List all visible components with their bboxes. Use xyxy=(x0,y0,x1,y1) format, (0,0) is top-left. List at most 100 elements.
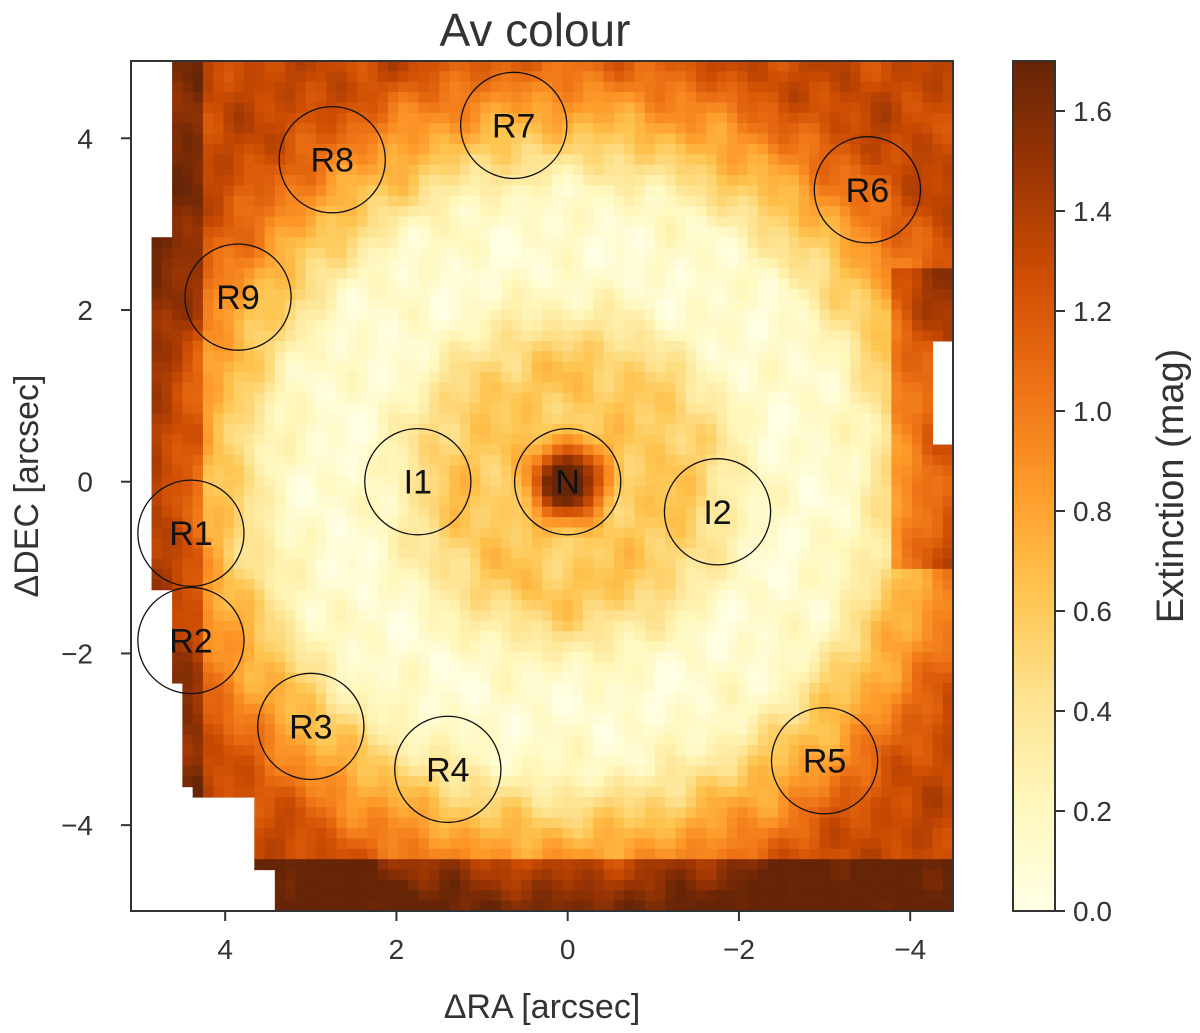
heatmap-cell xyxy=(367,154,379,166)
heatmap-cell xyxy=(315,693,327,705)
heatmap-cell xyxy=(665,278,677,290)
heatmap-cell xyxy=(315,226,327,238)
heatmap-cell xyxy=(274,475,286,487)
heatmap-cell xyxy=(295,330,307,342)
heatmap-cell xyxy=(202,641,214,653)
heatmap-cell xyxy=(788,403,800,415)
heatmap-cell xyxy=(459,682,471,694)
heatmap-cell xyxy=(726,620,738,632)
heatmap-cell xyxy=(829,164,841,176)
heatmap-cell xyxy=(172,568,183,580)
heatmap-cell xyxy=(161,568,173,580)
heatmap-cell xyxy=(542,371,553,383)
heatmap-cell xyxy=(583,123,594,135)
heatmap-cell xyxy=(819,185,831,197)
heatmap-cell xyxy=(706,579,718,591)
heatmap-cell xyxy=(357,112,368,124)
heatmap-cell xyxy=(439,289,451,301)
heatmap-cell xyxy=(634,340,646,352)
heatmap-cell xyxy=(521,81,533,93)
heatmap-cell xyxy=(593,392,605,404)
heatmap-cell xyxy=(202,154,214,166)
heatmap-cell xyxy=(747,444,759,456)
heatmap-cell xyxy=(562,423,574,435)
heatmap-cell xyxy=(768,434,779,446)
heatmap-cell xyxy=(788,444,800,456)
heatmap-cell xyxy=(768,206,779,218)
heatmap-cell xyxy=(285,579,296,591)
heatmap-cell xyxy=(624,226,636,238)
heatmap-cell xyxy=(552,537,564,549)
heatmap-cell xyxy=(418,682,430,694)
heatmap-cell xyxy=(377,579,389,591)
heatmap-cell xyxy=(613,537,625,549)
heatmap-cell xyxy=(490,226,502,238)
heatmap-cell xyxy=(511,268,523,280)
heatmap-cell xyxy=(757,81,769,93)
heatmap-cell xyxy=(685,434,697,446)
heatmap-cell xyxy=(788,714,800,726)
heatmap-cell xyxy=(583,475,594,487)
heatmap-cell xyxy=(819,81,831,93)
heatmap-cell xyxy=(244,610,255,622)
heatmap-cell xyxy=(305,496,317,508)
heatmap-cell xyxy=(901,672,913,684)
heatmap-cell xyxy=(480,92,492,104)
heatmap-cell xyxy=(377,403,389,415)
heatmap-cell xyxy=(829,175,841,186)
heatmap-cell xyxy=(634,475,646,487)
heatmap-cell xyxy=(274,413,286,425)
heatmap-cell xyxy=(583,320,594,332)
heatmap-cell xyxy=(480,278,492,290)
heatmap-cell xyxy=(285,164,296,176)
heatmap-cell xyxy=(264,496,276,508)
heatmap-cell xyxy=(583,579,594,591)
heatmap-cell xyxy=(254,392,266,404)
heatmap-cell xyxy=(521,693,533,705)
heatmap-cell xyxy=(768,662,779,674)
heatmap-cell xyxy=(819,320,831,332)
heatmap-cell xyxy=(665,237,677,249)
heatmap-cell xyxy=(562,143,574,155)
heatmap-cell xyxy=(911,631,923,643)
heatmap-cell xyxy=(747,382,759,394)
heatmap-cell xyxy=(932,289,944,301)
heatmap-cell xyxy=(326,527,338,539)
heatmap-cell xyxy=(490,423,502,435)
heatmap-cell xyxy=(655,600,666,611)
heatmap-cell xyxy=(244,320,255,332)
heatmap-cell xyxy=(809,579,821,591)
heatmap-cell xyxy=(860,123,872,135)
heatmap-cell xyxy=(408,714,420,726)
heatmap-cell xyxy=(387,81,399,93)
heatmap-cell xyxy=(521,216,533,228)
heatmap-cell xyxy=(788,506,800,518)
heatmap-cell xyxy=(675,81,687,93)
heatmap-cell xyxy=(768,682,779,694)
heatmap-cell xyxy=(213,299,225,311)
heatmap-cell xyxy=(274,123,286,135)
heatmap-cell xyxy=(357,506,368,518)
heatmap-cell xyxy=(315,517,327,529)
heatmap-cell xyxy=(428,154,440,166)
heatmap-cell xyxy=(922,475,934,487)
heatmap-cell xyxy=(737,309,749,321)
heatmap-cell xyxy=(665,579,677,591)
heatmap-cell xyxy=(346,185,358,197)
heatmap-cell xyxy=(233,693,245,705)
heatmap-cell xyxy=(387,651,399,663)
heatmap-cell xyxy=(254,558,266,570)
heatmap-cell xyxy=(151,340,163,352)
heatmap-cell xyxy=(336,714,348,726)
heatmap-cell xyxy=(881,320,892,332)
heatmap-cell xyxy=(757,610,769,622)
heatmap-cell xyxy=(192,371,204,383)
heatmap-cell xyxy=(911,527,923,539)
heatmap-cell xyxy=(500,506,512,518)
heatmap-cell xyxy=(706,537,718,549)
heatmap-cell xyxy=(500,558,512,570)
heatmap-cell xyxy=(398,475,410,487)
heatmap-cell xyxy=(511,672,523,684)
heatmap-cell xyxy=(583,257,594,269)
heatmap-cell xyxy=(829,537,841,549)
